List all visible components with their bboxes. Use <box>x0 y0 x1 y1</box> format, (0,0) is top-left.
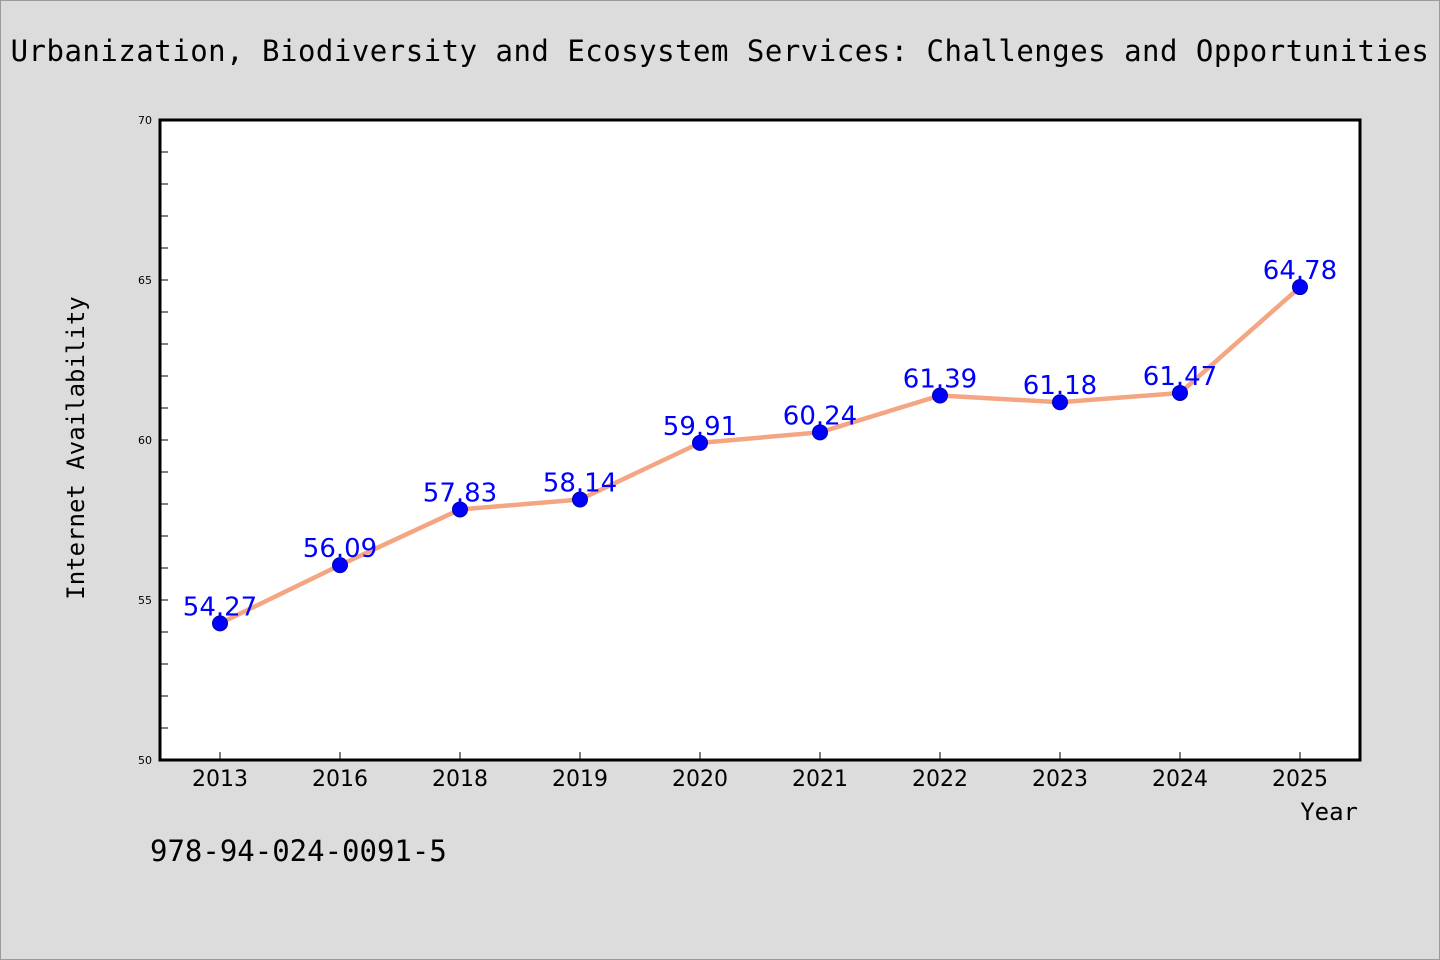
data-label: 61.39 <box>903 365 977 395</box>
x-tick-label: 2022 <box>912 767 968 792</box>
x-tick-label: 2016 <box>312 767 368 792</box>
data-point <box>1172 384 1188 401</box>
y-tick-label: 50 <box>138 754 152 767</box>
data-markers <box>212 279 1308 632</box>
y-tick-labels: 50 55 60 65 70 <box>138 114 152 767</box>
chart-title: Urbanization, Biodiversity and Ecosystem… <box>10 34 1430 68</box>
data-point <box>452 501 468 518</box>
data-labels: 54.27 56.09 57.83 58.14 59.91 60.24 61.39 61.18… <box>183 256 1337 622</box>
data-label: 56.09 <box>303 534 377 564</box>
data-label: 57.83 <box>423 478 497 508</box>
x-axis-label: Year <box>1300 798 1358 826</box>
y-tick-label: 60 <box>138 434 152 447</box>
x-tick-label: 2013 <box>192 767 248 792</box>
x-tick-label: 2019 <box>552 767 608 792</box>
data-label: 54.27 <box>183 592 257 622</box>
data-point <box>1052 394 1068 411</box>
data-label: 59.91 <box>663 412 737 442</box>
x-tick-label: 2018 <box>432 767 488 792</box>
y-tick-label: 55 <box>138 594 152 607</box>
y-axis-label: Internet Availability <box>62 296 90 599</box>
data-point <box>212 615 228 632</box>
data-label: 58.14 <box>543 469 617 499</box>
data-point <box>1292 279 1308 296</box>
isbn-footer-text: 978-94-024-0091-5 <box>150 834 447 868</box>
plot-area <box>160 120 1360 760</box>
data-label: 60.24 <box>783 401 857 431</box>
series-line <box>217 284 1303 626</box>
data-label: 61.47 <box>1143 362 1217 392</box>
data-label: 64.78 <box>1263 256 1337 286</box>
x-tick-label: 2025 <box>1272 767 1328 792</box>
x-tick-labels: 2013 2016 2018 2019 2020 2021 2022 2023 2024 2025 <box>192 767 1328 792</box>
y-tick-label: 65 <box>138 274 152 287</box>
data-point <box>572 491 588 508</box>
plot-border <box>158 118 1362 762</box>
x-tick-label: 2023 <box>1032 767 1088 792</box>
data-label: 61.18 <box>1023 371 1097 401</box>
data-point <box>692 434 708 451</box>
x-tick-label: 2020 <box>672 767 728 792</box>
x-tick-label: 2021 <box>792 767 848 792</box>
data-point <box>332 557 348 574</box>
x-tick-label: 2024 <box>1152 767 1208 792</box>
y-tick-label: 70 <box>138 114 152 127</box>
data-point <box>812 424 828 441</box>
data-point <box>932 387 948 404</box>
